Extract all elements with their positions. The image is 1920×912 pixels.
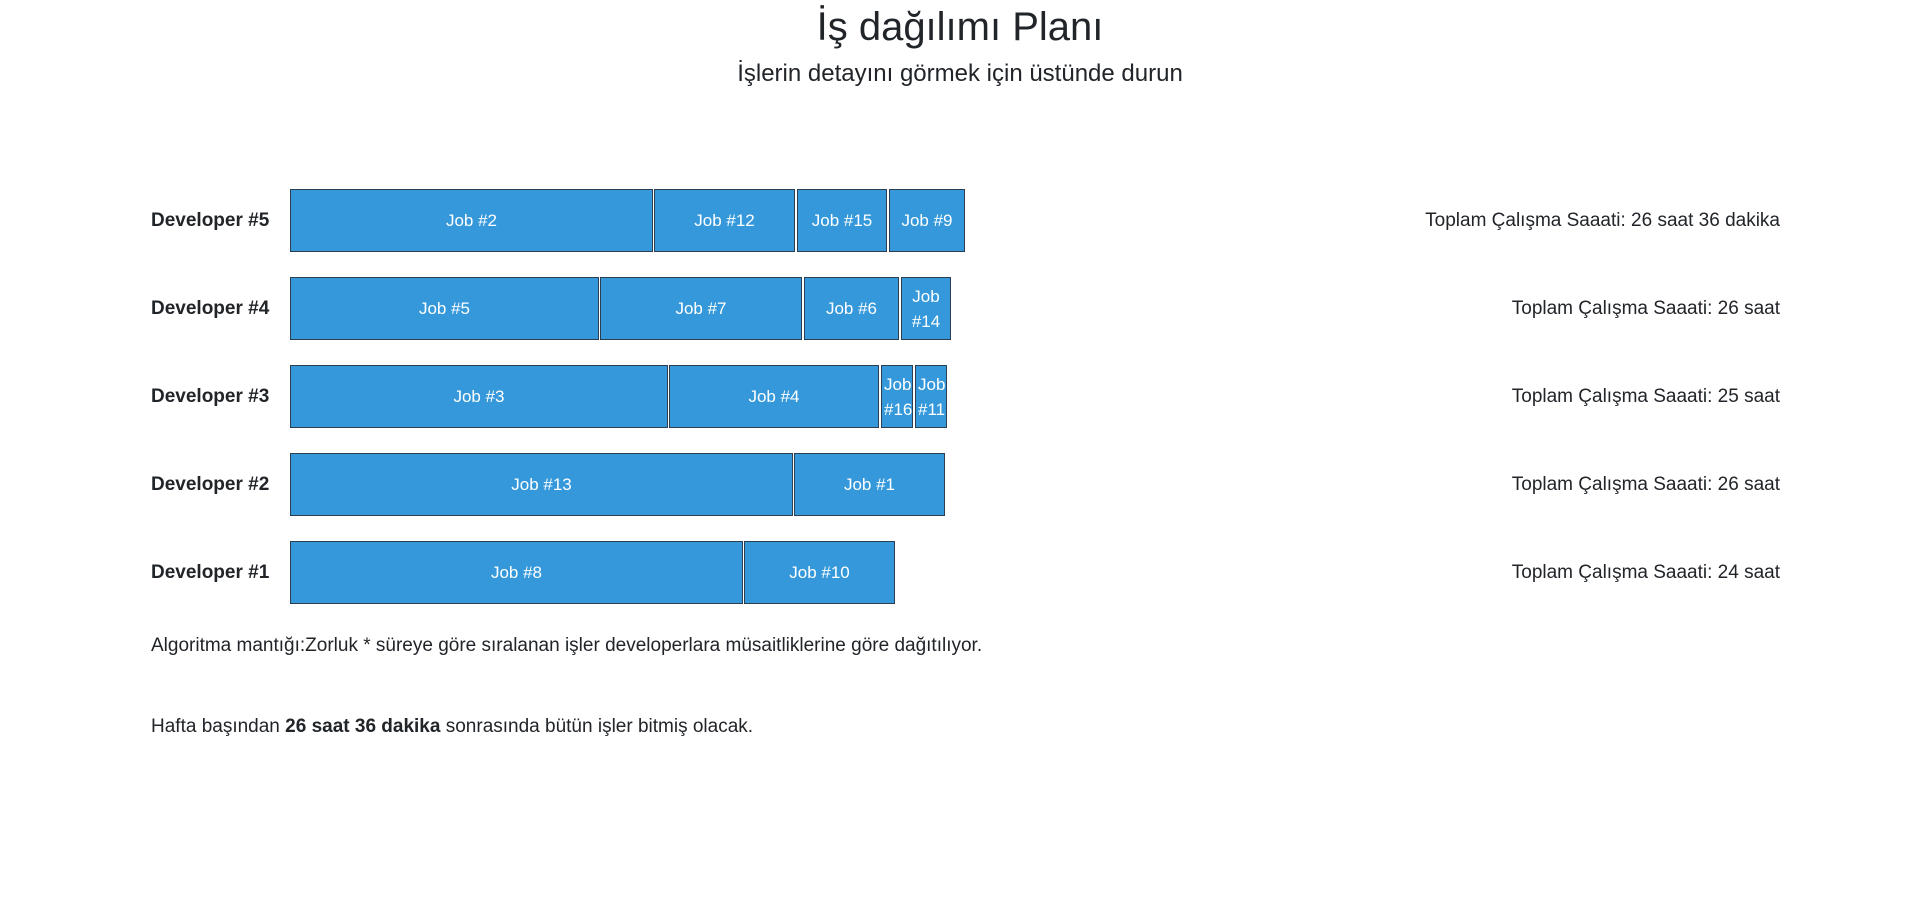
- job-label: Job #11: [918, 374, 946, 419]
- job-block[interactable]: Job #10: [744, 541, 895, 604]
- job-label: Job #8: [490, 563, 543, 582]
- algorithm-note: Algoritma mantığı:Zorluk * süreye göre s…: [151, 635, 983, 656]
- job-block[interactable]: Job #11: [915, 365, 947, 428]
- page-title: İş dağılımı Planı: [816, 5, 1104, 49]
- job-label: Job #4: [748, 387, 800, 406]
- developer-row: Developer #3 Job #3 Job #4 Job #16 Job #…: [0, 365, 1920, 428]
- developer-row: Developer #4 Job #5 Job #7 Job #6 Job #1…: [0, 277, 1920, 340]
- job-label: Job #5: [418, 299, 471, 318]
- job-label: Job #3: [453, 387, 505, 406]
- developer-row: Developer #1 Job #8 Job #10 Toplam Çalış…: [0, 541, 1920, 604]
- summary-duration: 26 saat 36 dakika: [285, 716, 441, 737]
- job-block[interactable]: Job #15: [797, 189, 887, 252]
- developer-row: Developer #5 Job #2 Job #12 Job #15 Job …: [0, 189, 1920, 252]
- job-label: Job #10: [789, 563, 850, 582]
- page-subtitle: İşlerin detayını görmek için üstünde dur…: [737, 60, 1183, 87]
- developer-total-hours: Toplam Çalışma Saaati: 26 saat 36 dakika: [1425, 210, 1780, 231]
- job-block[interactable]: Job #14: [901, 277, 951, 340]
- summary-prefix: Hafta başından: [151, 716, 286, 737]
- job-label: Job #16: [884, 374, 913, 419]
- job-block[interactable]: Job #8: [290, 541, 743, 604]
- job-block[interactable]: Job #16: [881, 365, 913, 428]
- job-block[interactable]: Job #1: [794, 453, 945, 516]
- job-label: Job #13: [511, 475, 572, 494]
- developer-name: Developer #1: [151, 562, 270, 583]
- job-block[interactable]: Job #7: [600, 277, 802, 340]
- job-label: Job #9: [901, 211, 953, 230]
- job-label: Job #2: [445, 211, 498, 230]
- summary-suffix: sonrasında bütün işler bitmiş olacak.: [440, 716, 754, 737]
- developer-row: Developer #2 Job #13 Job #1 Toplam Çalış…: [0, 453, 1920, 516]
- developer-name: Developer #4: [151, 298, 270, 319]
- job-block[interactable]: Job #4: [669, 365, 879, 428]
- developer-total-hours: Toplam Çalışma Saaati: 24 saat: [1511, 562, 1780, 583]
- developer-total-hours: Toplam Çalışma Saaati: 26 saat: [1511, 474, 1780, 495]
- developer-name: Developer #3: [151, 386, 270, 407]
- developer-total-hours: Toplam Çalışma Saaati: 25 saat: [1511, 386, 1780, 407]
- job-label: Job #7: [675, 299, 727, 318]
- job-block[interactable]: Job #2: [290, 189, 653, 252]
- job-block[interactable]: Job #9: [889, 189, 965, 252]
- job-label: Job #1: [843, 475, 896, 494]
- job-block[interactable]: Job #6: [804, 277, 899, 340]
- developer-name: Developer #5: [151, 210, 270, 231]
- completion-summary: Hafta başından 26 saat 36 dakika sonrası…: [151, 713, 753, 741]
- job-block[interactable]: Job #3: [290, 365, 668, 428]
- job-label: Job #6: [825, 299, 878, 318]
- job-block[interactable]: Job #13: [290, 453, 793, 516]
- developer-name: Developer #2: [151, 474, 270, 495]
- job-block[interactable]: Job #5: [290, 277, 599, 340]
- job-label: Job #15: [811, 211, 873, 230]
- job-label: Job #12: [694, 211, 755, 230]
- job-label: Job #14: [911, 286, 941, 331]
- developer-total-hours: Toplam Çalışma Saaati: 26 saat: [1511, 298, 1780, 319]
- job-block[interactable]: Job #12: [654, 189, 795, 252]
